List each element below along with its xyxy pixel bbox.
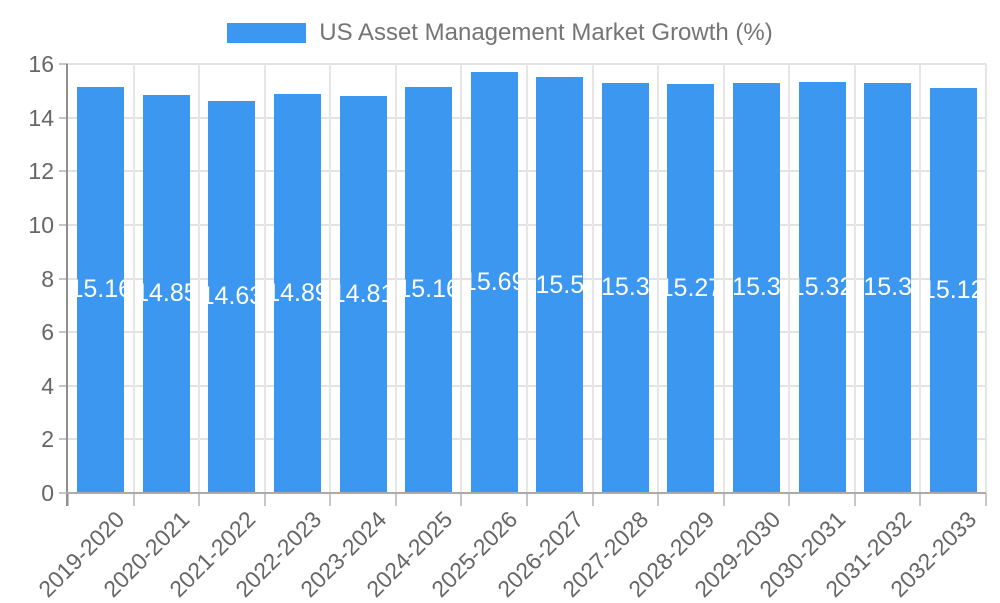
y-axis-tick-label: 4 xyxy=(41,372,54,399)
gridline-vertical xyxy=(591,64,594,493)
y-axis-tick xyxy=(59,438,68,441)
y-axis-tick-label: 0 xyxy=(41,480,54,506)
x-axis-tick xyxy=(67,493,69,506)
bar-value-label: 15.12 xyxy=(930,275,977,304)
gridline-vertical xyxy=(526,64,528,493)
bar-value-label: 15.3 xyxy=(601,273,649,302)
bar-2023-2024[interactable]: 14.81 xyxy=(339,95,387,493)
y-axis-tick-label: 10 xyxy=(28,211,54,238)
bar-2031-2032[interactable]: 15.3 xyxy=(864,82,912,493)
x-axis-tick xyxy=(657,493,660,506)
x-axis-tick xyxy=(919,493,922,506)
gridline-vertical xyxy=(329,64,332,493)
legend-label: US Asset Management Market Growth (%) xyxy=(319,19,773,46)
bar-value-label: 15.3 xyxy=(733,273,780,302)
bar-2029-2030[interactable]: 15.3 xyxy=(733,82,780,493)
gridline-vertical xyxy=(985,64,987,493)
x-axis-tick xyxy=(526,493,528,506)
x-axis-tick xyxy=(132,493,135,506)
x-axis-tick xyxy=(460,493,463,506)
gridline-vertical xyxy=(853,64,856,493)
legend[interactable]: US Asset Management Market Growth (%) xyxy=(0,19,1000,46)
x-axis-tick xyxy=(329,493,332,506)
bar-value-label: 15.27 xyxy=(667,273,714,302)
x-axis-line xyxy=(66,492,986,494)
y-axis-tick xyxy=(59,492,68,494)
y-axis-tick-label: 14 xyxy=(28,104,54,131)
bar-2019-2020[interactable]: 15.16 xyxy=(77,86,125,493)
bar-2025-2026[interactable]: 15.69 xyxy=(470,72,518,493)
x-axis-tick xyxy=(722,493,725,506)
bar-value-label: 14.81 xyxy=(340,279,387,308)
gridline-vertical xyxy=(722,64,725,493)
x-axis-tick xyxy=(591,493,594,506)
gridline-vertical xyxy=(657,64,660,493)
y-axis-tick-label: 6 xyxy=(41,319,54,346)
gridline-vertical xyxy=(788,64,791,493)
bar-2021-2022[interactable]: 14.63 xyxy=(208,100,256,493)
gridline-vertical xyxy=(132,64,135,493)
gridline-vertical xyxy=(460,64,463,493)
y-axis-tick xyxy=(59,223,68,226)
bar-value-label: 14.89 xyxy=(274,278,321,307)
y-axis-tick-label: 2 xyxy=(41,426,54,453)
y-axis-tick-label: 8 xyxy=(41,265,54,292)
y-axis-tick-label: 16 xyxy=(28,51,54,77)
x-axis-tick xyxy=(263,493,266,506)
gridline-vertical xyxy=(394,64,397,493)
y-axis-tick xyxy=(59,331,68,334)
y-axis-tick xyxy=(59,384,68,387)
x-axis-tick xyxy=(985,493,987,506)
bar-value-label: 15.16 xyxy=(405,275,452,304)
bar-2032-2033[interactable]: 15.12 xyxy=(929,87,977,493)
y-axis-tick-label: 12 xyxy=(28,158,54,185)
bar-2024-2025[interactable]: 15.16 xyxy=(405,86,453,493)
bar-2022-2023[interactable]: 14.89 xyxy=(274,93,321,493)
y-axis-tick xyxy=(59,116,68,119)
legend-swatch xyxy=(227,23,307,43)
y-axis-tick xyxy=(59,277,68,280)
bar-value-label: 14.63 xyxy=(208,282,255,311)
gridline-vertical xyxy=(919,64,922,493)
bar-value-label: 15.5 xyxy=(536,270,584,299)
bar-value-label: 15.3 xyxy=(864,273,912,302)
bar-value-label: 14.85 xyxy=(143,279,190,308)
x-axis-tick xyxy=(198,493,201,506)
y-axis-line xyxy=(66,64,68,506)
x-axis-tick xyxy=(788,493,791,506)
bar-value-label: 15.16 xyxy=(77,275,124,304)
bar-2027-2028[interactable]: 15.3 xyxy=(601,82,649,493)
gridline-vertical xyxy=(198,64,201,493)
bar-2020-2021[interactable]: 14.85 xyxy=(142,94,190,493)
y-axis-tick xyxy=(59,63,68,65)
y-axis-tick xyxy=(59,170,68,173)
bar-2026-2027[interactable]: 15.5 xyxy=(536,77,584,493)
bar-2028-2029[interactable]: 15.27 xyxy=(667,83,715,493)
bar-value-label: 15.32 xyxy=(799,273,846,302)
bar-value-label: 15.69 xyxy=(471,268,518,297)
bar-2030-2031[interactable]: 15.32 xyxy=(798,82,846,493)
x-axis-tick xyxy=(853,493,856,506)
x-axis-tick xyxy=(394,493,397,506)
gridline-vertical xyxy=(263,64,266,493)
